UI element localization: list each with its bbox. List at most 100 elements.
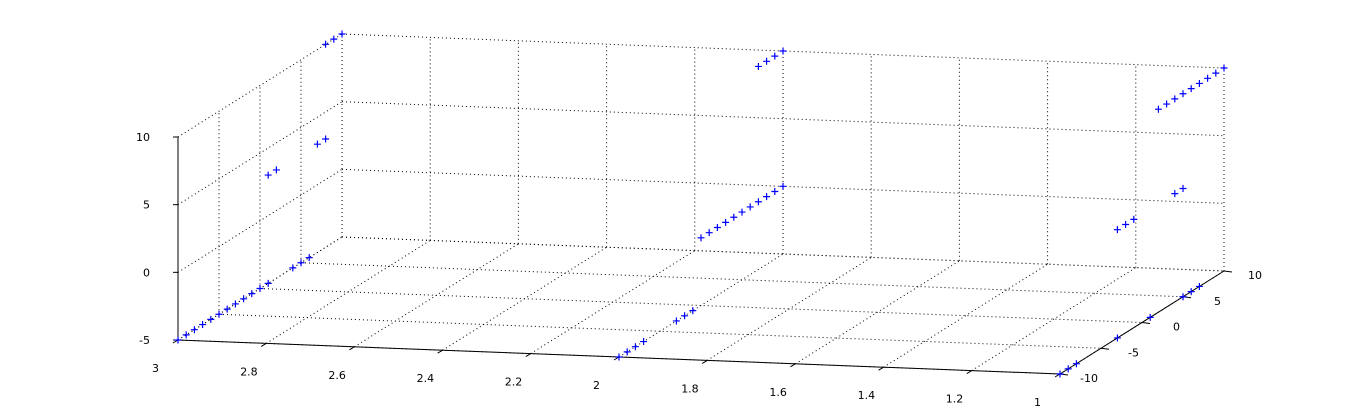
data-point-marker [1072,360,1080,368]
data-point-marker [1154,105,1162,113]
data-point-marker [730,213,738,221]
x-tick-mark [966,370,973,375]
z-tick-label: 10 [136,131,150,144]
data-point-marker [1187,85,1195,93]
axes [172,136,1233,378]
data-point-marker [264,279,272,287]
grid-lines [177,33,1225,375]
data-point-marker [615,353,623,361]
data-point-marker [289,264,297,272]
data-point-marker [1179,90,1187,98]
x-tick-mark [525,353,532,358]
x-tick-label: 2.2 [505,376,523,389]
data-point-marker [1187,288,1195,296]
data-point-marker [713,224,721,232]
floor-grid-line [618,253,784,358]
data-point-marker [1130,215,1138,223]
data-point-marker [256,285,264,292]
x-tick-mark [878,366,884,371]
data-point-marker [771,52,779,60]
y-tick-label: -5 [1128,346,1139,359]
data-point-marker [771,187,779,195]
data-point-marker [223,305,231,313]
data-point-marker [779,182,787,190]
data-point-marker [207,315,215,323]
data-point-marker [182,331,190,339]
data-point-marker [746,203,754,211]
data-point-marker [1064,365,1072,373]
floor-grid-line [706,256,872,361]
tick-labels: 3 2.8 2.6 2.4 2.2 2 1.8 1.6 1.4 1.2 1 -10 -5 0 5 10 -5 0 5… [136,131,1262,406]
data-point-marker [754,62,762,70]
data-points [174,30,1228,378]
x-tick-mark [260,342,267,347]
z-tick-label: 5 [143,199,150,212]
floor-grid-line [883,263,1048,368]
data-point-marker [297,259,305,267]
data-point-marker [1146,313,1154,321]
data-point-marker [199,321,207,329]
x-tick-mark [437,349,443,354]
data-point-marker [231,300,239,308]
data-point-marker [672,317,680,325]
y-tick-label: 0 [1173,321,1180,334]
data-point-marker [240,295,248,303]
data-point-marker [264,171,272,179]
y-tick-label: 10 [1248,269,1262,282]
side-wall-grid-line [177,168,343,273]
x-tick-label: 2.6 [328,369,346,382]
data-point-marker [681,312,689,320]
x-tick-label: 2.8 [240,365,258,378]
data-point-marker [689,307,697,315]
floor-grid-line [530,250,696,355]
x-tick-label: 2 [593,379,600,392]
data-point-marker [631,343,639,351]
y-tick-label: 5 [1214,295,1221,308]
floor-grid-line [795,260,960,365]
data-point-marker [1220,64,1228,72]
z-tick-label: 0 [143,266,150,279]
y-tick-label: -10 [1080,372,1098,385]
data-point-marker [1171,190,1179,198]
data-point-marker [1195,282,1203,290]
x-tick-label: 1.8 [681,382,699,395]
data-point-marker [330,35,338,43]
data-point-marker [272,166,280,174]
data-point-marker [190,326,198,334]
data-point-marker [1056,370,1064,378]
y-tick-mark [1141,322,1151,324]
data-point-marker [305,254,313,262]
x-tick-mark [701,359,708,364]
data-point-marker [174,336,182,344]
data-point-marker [338,30,346,38]
data-point-marker [722,218,730,226]
data-point-marker [1113,334,1121,342]
floor-grid-line [971,267,1137,372]
z-tick-label: -5 [139,334,150,347]
x-tick-label: 1.2 [946,393,964,406]
data-point-marker [1163,100,1171,108]
data-point-marker [215,310,223,318]
data-point-marker [623,348,631,356]
floor-grid-line [300,262,1184,298]
data-point-marker [697,234,705,242]
x-tick-label: 3 [152,362,159,375]
data-point-marker [1171,95,1179,103]
side-wall-grid-line [177,101,343,206]
data-point-marker [322,135,330,143]
data-point-marker [705,229,713,237]
data-point-marker [779,47,787,55]
data-point-marker [763,193,771,201]
data-point-marker [248,290,256,298]
x-tick-label: 1.4 [858,389,876,402]
x-tick-label: 2.4 [417,372,435,385]
x-tick-mark [349,346,355,351]
data-point-marker [1113,226,1121,234]
data-point-marker [313,140,321,148]
data-point-marker [1204,74,1212,82]
y-tick-mark [1100,347,1110,350]
data-point-marker [1195,79,1203,87]
data-point-marker [738,208,746,216]
data-point-marker [1122,221,1130,229]
